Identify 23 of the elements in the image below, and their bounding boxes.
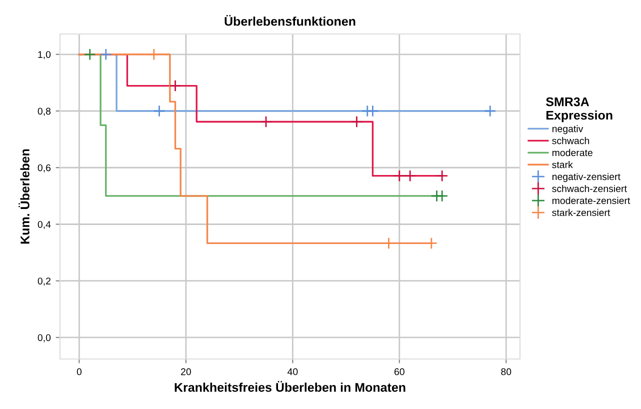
y-tick-label: 0,8 bbox=[38, 108, 51, 116]
legend-label: moderate bbox=[552, 149, 592, 156]
x-tick-label: 20 bbox=[181, 368, 191, 376]
legend-label: moderate-zensiert bbox=[552, 196, 630, 204]
legend-label: negativ bbox=[552, 125, 584, 134]
x-tick-label: 80 bbox=[501, 368, 512, 376]
y-tick-label: 0,2 bbox=[38, 278, 50, 286]
y-tick-label: 0,4 bbox=[38, 220, 51, 230]
legend-label: schwach bbox=[552, 137, 590, 144]
y-tick-label: 1,0 bbox=[38, 51, 51, 60]
x-tick-label: 0 bbox=[76, 368, 82, 376]
chart-title: Überlebensfunktionen bbox=[224, 14, 356, 26]
legend-label: negativ-zensiert bbox=[552, 172, 620, 182]
y-axis-title: Kum. Überleben bbox=[18, 149, 30, 244]
legend-title: SMR3A Expression bbox=[546, 97, 612, 122]
y-tick-label: 0,6 bbox=[38, 164, 51, 172]
legend-label: schwach-zensiert bbox=[552, 184, 627, 192]
y-tick-label: 0,0 bbox=[38, 334, 51, 342]
legend-label: stark-zensiert bbox=[552, 208, 610, 216]
x-tick-label: 60 bbox=[394, 368, 404, 376]
x-tick-label: 40 bbox=[287, 368, 298, 376]
x-axis-title: Krankheitsfreies Überleben in Monaten bbox=[174, 381, 406, 392]
legend-label: stark bbox=[552, 160, 573, 168]
